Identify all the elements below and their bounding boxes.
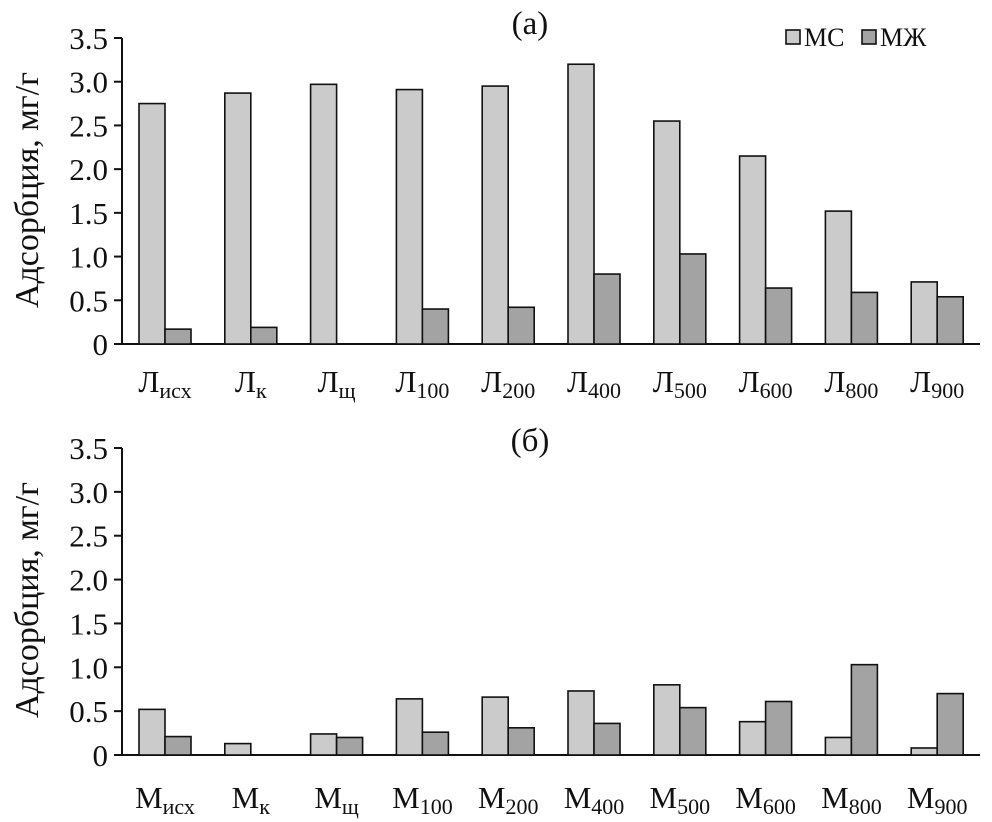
x-category-label: Лщ: [318, 364, 356, 403]
bar-mzh-2: [335, 736, 364, 756]
x-category-label: М600: [735, 780, 796, 819]
y-tick-label: 1.5: [69, 196, 108, 231]
bar-ms-4: [481, 85, 510, 345]
legend-swatch-mzh: [861, 29, 877, 45]
y-tick-label: 3.0: [69, 475, 108, 510]
x-category-label: Л900: [910, 364, 964, 403]
chart-panel-b: (б) Адсорбция, мг/г 0 0.5 1.0 1.5 2.0 2.5 3.0 3.5…: [9, 423, 980, 819]
y-tick-label: 2.0: [69, 563, 108, 598]
bar-ms-9: [910, 747, 939, 756]
y-tick-label: 3.0: [69, 65, 108, 100]
bar-ms-8: [824, 210, 853, 345]
bar-ms-0: [138, 102, 166, 345]
legend-swatch-ms: [785, 29, 801, 45]
bar-ms-1: [224, 92, 252, 345]
bar-mzh-5: [593, 273, 621, 345]
x-category-label: Л800: [824, 364, 878, 403]
y-tick-label: 3.5: [69, 431, 108, 466]
bar-ms-3: [395, 698, 424, 756]
x-category-label: Л500: [653, 364, 707, 403]
y-tick-label: 0: [93, 327, 109, 362]
panel-label: (б): [511, 423, 550, 459]
bar-mzh-5: [593, 722, 621, 756]
panel-label: (а): [512, 6, 549, 42]
bar-mzh-1: [250, 326, 278, 345]
x-category-label: Л400: [567, 364, 621, 403]
x-category-label: Л100: [395, 364, 449, 403]
bar-ms-7: [738, 155, 767, 345]
bar-ms-6: [652, 120, 681, 345]
chart-legend: МС МЖ: [785, 23, 927, 52]
bar-mzh-6: [678, 253, 707, 345]
x-category-label: Мисх: [135, 780, 195, 819]
legend-label-mzh: МЖ: [880, 23, 927, 52]
chart-panel-a: (а) Адсорбция, мг/г 0 0.5 1.0 1.5 2.0 2.5 3.0 3.5…: [9, 6, 980, 403]
y-tick-label: 1.0: [69, 650, 108, 685]
x-category-label: М100: [392, 780, 453, 819]
y-tick-label: 2.0: [69, 152, 108, 187]
y-tick-label: 3.5: [69, 21, 108, 56]
x-category-label: Лисх: [138, 364, 191, 403]
bar-mzh-9: [936, 692, 965, 756]
bar-mzh-9: [936, 295, 965, 345]
bar-mzh-0: [164, 328, 192, 345]
y-tick-label: 2.5: [69, 519, 108, 554]
bar-ms-5: [567, 63, 595, 345]
x-category-label: М900: [907, 780, 968, 819]
bar-mzh-7: [764, 287, 793, 345]
bar-ms-9: [910, 281, 939, 345]
x-category-label: Мк: [232, 780, 271, 819]
bar-ms-3: [395, 88, 424, 345]
x-category-label: М500: [650, 780, 711, 819]
x-category-label: Л600: [739, 364, 793, 403]
y-tick-label: 0.5: [69, 283, 108, 318]
legend-label-ms: МС: [804, 23, 844, 52]
bar-ms-2: [309, 733, 338, 756]
bar-ms-1: [224, 742, 252, 756]
bar-mzh-3: [421, 308, 450, 345]
y-tick-label: 0.5: [69, 694, 108, 729]
y-axis-label: Адсорбция, мг/г: [9, 482, 46, 718]
x-category-label: М800: [821, 780, 882, 819]
x-category-label: Мщ: [314, 780, 359, 819]
x-category-label: Лк: [235, 364, 267, 403]
x-category-label: М200: [478, 780, 539, 819]
bar-ms-6: [652, 684, 681, 756]
y-tick-label: 1.0: [69, 240, 108, 275]
bar-mzh-6: [678, 706, 707, 756]
bar-mzh-4: [507, 727, 536, 756]
bar-mzh-3: [421, 731, 450, 756]
bar-mzh-7: [764, 700, 793, 756]
bar-ms-2: [309, 83, 338, 345]
y-tick-label: 2.5: [69, 108, 108, 143]
bar-ms-0: [138, 708, 166, 756]
x-category-label: Л200: [481, 364, 535, 403]
y-tick-label: 1.5: [69, 606, 108, 641]
bar-ms-5: [567, 690, 595, 756]
bar-ms-8: [824, 736, 853, 756]
bar-mzh-4: [507, 306, 536, 345]
x-category-label: М400: [564, 780, 625, 819]
bar-mzh-0: [164, 735, 192, 756]
bar-mzh-8: [850, 291, 879, 345]
y-axis-label: Адсорбция, мг/г: [9, 72, 46, 308]
bar-ms-4: [481, 696, 510, 756]
bar-ms-7: [738, 720, 767, 756]
y-tick-label: 0: [93, 738, 109, 773]
bar-mzh-8: [850, 663, 879, 756]
